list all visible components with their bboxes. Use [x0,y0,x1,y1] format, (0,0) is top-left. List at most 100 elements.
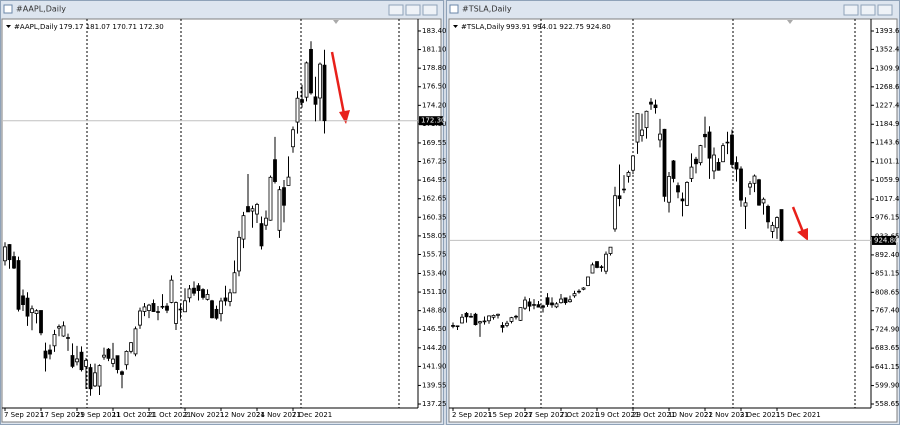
candle-body [7,244,12,261]
y-tick-label: 155.75 [422,250,447,258]
candle-body [259,223,264,247]
maximize-button[interactable] [405,4,421,16]
y-tick-label: 1184.90 [875,120,900,128]
minimize-button[interactable] [388,4,404,16]
minimize-button[interactable] [843,4,859,16]
candle-body [658,133,662,141]
maximize-button[interactable] [860,4,876,16]
candle-body [752,175,757,184]
candle-body [667,176,671,203]
candle-body [223,297,228,302]
candle-body [48,349,52,355]
candle-body [514,315,518,318]
candle-body [304,62,309,98]
y-tick-label: 167.25 [422,158,447,166]
candle-body [250,208,255,212]
candle-body [775,217,779,229]
candle-body [716,161,721,171]
candle-body [97,365,102,387]
window-icon [449,4,459,14]
y-tick-label: 178.80 [422,64,447,72]
close-button[interactable] [422,4,438,16]
candle-body [133,328,138,355]
candle-body [586,276,590,286]
x-tick-label: 22 Nov 2021 [704,411,749,419]
window-left [0,0,444,425]
y-tick-label: 139.55 [422,381,447,389]
window-title: #TSLA,Daily [462,5,512,14]
candle-body [451,325,455,327]
y-tick-label: 1059.90 [875,176,900,184]
window-right [446,0,900,425]
candle-body [129,342,133,352]
y-tick-label: 1268.65 [875,83,900,91]
candle-body [779,209,784,241]
candle-body [30,308,34,313]
candle-body [228,292,232,302]
candle-body [680,198,685,202]
candle-body [214,308,219,319]
candle-body [277,189,282,231]
y-tick-label: 137.25 [422,400,447,408]
candle-body [25,297,30,317]
candle-body [640,129,644,137]
candle-body [3,246,7,262]
candle-body [282,187,286,206]
candle-body [478,321,482,324]
candle-body [734,162,739,170]
x-tick-label: 11 Oct 2021 [112,411,155,419]
candle-body [743,202,748,207]
current-price-tag [872,235,896,245]
candle-body [142,306,147,312]
close-button[interactable] [877,4,893,16]
candle-body [685,182,689,206]
x-tick-label: 19 Oct 2021 [596,411,639,419]
y-tick-label: 176.50 [422,83,447,91]
candle-body [469,315,473,318]
x-tick-label: 7 Oct 2021 [560,411,599,419]
candle-body [518,307,523,321]
candle-body [201,289,205,298]
candle-body [541,305,545,308]
candle-body [694,158,698,165]
candle-body [255,204,259,215]
candle-body [124,350,129,366]
candle-body [219,300,223,315]
candle-body [151,303,156,312]
candle-body [264,217,268,226]
candle-body [505,322,509,326]
current-price-label: 172.30 [421,117,446,125]
candle-body [295,97,300,123]
y-tick-label: 683.65 [875,344,900,352]
x-tick-label: 7 Dec 2021 [292,411,332,419]
x-tick-label: 3 Dec 2021 [740,411,780,419]
candle-body [52,334,57,347]
candle-body [183,300,187,313]
candle-body [268,176,273,221]
candle-body [536,304,541,308]
candle-body [487,315,491,322]
candle-body [676,185,680,193]
shift-marker [787,20,793,24]
y-tick-label: 1309.95 [875,64,900,72]
header-marker [453,25,458,28]
candle-body [16,260,21,310]
candle-body [291,129,295,148]
y-tick-label: 767.40 [875,307,900,315]
candle-body [39,310,43,334]
candle-body [66,337,70,339]
candle-body [205,294,210,300]
candle-body [730,134,734,165]
candle-body [178,308,183,311]
window-title: #AAPL,Daily [16,5,66,14]
candle-body [523,299,527,309]
candle-body [608,246,613,254]
y-tick-label: 160.35 [422,213,447,221]
candle-body [57,326,61,329]
candle-body [554,303,559,308]
candle-body [500,324,505,328]
y-tick-label: 558.65 [875,400,900,408]
candle-body [75,358,79,363]
period-separators [540,19,856,408]
